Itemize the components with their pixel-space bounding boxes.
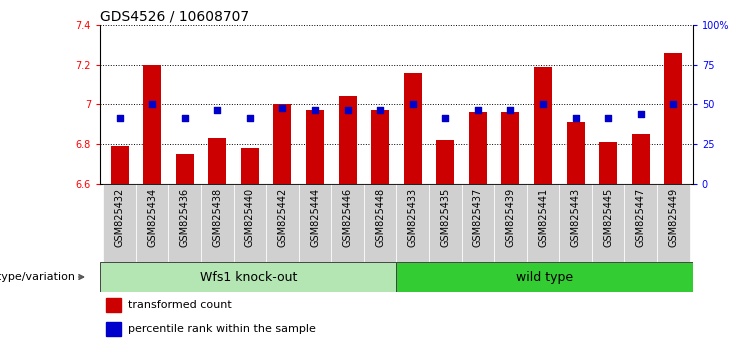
Bar: [106, 298, 121, 312]
Point: [439, 115, 451, 121]
Point: [179, 115, 190, 121]
Text: GSM825442: GSM825442: [277, 188, 288, 247]
Point: [505, 108, 516, 113]
Text: GSM825441: GSM825441: [538, 188, 548, 247]
Bar: [233, 184, 266, 262]
Point: [146, 102, 158, 107]
Text: GSM825444: GSM825444: [310, 188, 320, 247]
Bar: [404, 73, 422, 184]
Bar: [625, 184, 657, 262]
Text: GSM825432: GSM825432: [115, 188, 124, 247]
Point: [537, 102, 549, 107]
Text: transformed count: transformed count: [128, 300, 232, 310]
Bar: [665, 53, 682, 184]
Bar: [396, 262, 693, 292]
Bar: [106, 322, 121, 336]
Text: GSM825436: GSM825436: [180, 188, 190, 247]
Point: [276, 105, 288, 111]
Text: GSM825433: GSM825433: [408, 188, 418, 247]
Point: [113, 115, 125, 121]
Bar: [657, 184, 690, 262]
Bar: [339, 97, 356, 184]
Bar: [534, 67, 552, 184]
Point: [342, 108, 353, 113]
Text: GSM825437: GSM825437: [473, 188, 483, 247]
Bar: [241, 148, 259, 184]
Text: GSM825435: GSM825435: [440, 188, 451, 247]
Bar: [273, 104, 291, 184]
Text: Wfs1 knock-out: Wfs1 knock-out: [199, 270, 297, 284]
Text: GSM825445: GSM825445: [603, 188, 613, 247]
Bar: [103, 184, 136, 262]
Bar: [168, 184, 201, 262]
Text: GSM825443: GSM825443: [571, 188, 581, 247]
Bar: [201, 184, 233, 262]
Bar: [462, 184, 494, 262]
Bar: [592, 184, 625, 262]
Bar: [632, 134, 650, 184]
Text: GSM825439: GSM825439: [505, 188, 516, 247]
Bar: [436, 140, 454, 184]
Point: [570, 115, 582, 121]
Point: [309, 108, 321, 113]
Bar: [136, 184, 168, 262]
Point: [211, 108, 223, 113]
Bar: [559, 184, 592, 262]
Text: GSM825446: GSM825446: [342, 188, 353, 247]
Bar: [266, 184, 299, 262]
Bar: [502, 113, 519, 184]
Bar: [306, 110, 324, 184]
Bar: [208, 138, 226, 184]
Text: percentile rank within the sample: percentile rank within the sample: [128, 324, 316, 334]
Bar: [143, 65, 161, 184]
Bar: [176, 154, 193, 184]
Point: [602, 115, 614, 121]
Bar: [110, 146, 128, 184]
Point: [668, 102, 679, 107]
Bar: [100, 262, 396, 292]
Text: wild type: wild type: [516, 270, 574, 284]
Bar: [567, 122, 585, 184]
Bar: [599, 142, 617, 184]
Point: [374, 108, 386, 113]
Bar: [527, 184, 559, 262]
Point: [635, 112, 647, 117]
Text: GSM825449: GSM825449: [668, 188, 678, 247]
Text: GSM825434: GSM825434: [147, 188, 157, 247]
Bar: [396, 184, 429, 262]
Bar: [371, 110, 389, 184]
Point: [244, 115, 256, 121]
Bar: [469, 113, 487, 184]
Text: GSM825438: GSM825438: [212, 188, 222, 247]
Point: [407, 102, 419, 107]
Bar: [494, 184, 527, 262]
Bar: [331, 184, 364, 262]
Bar: [364, 184, 396, 262]
Text: genotype/variation: genotype/variation: [0, 272, 75, 282]
Text: GSM825440: GSM825440: [245, 188, 255, 247]
Text: GSM825448: GSM825448: [375, 188, 385, 247]
Text: GSM825447: GSM825447: [636, 188, 645, 247]
Bar: [299, 184, 331, 262]
Bar: [429, 184, 462, 262]
Point: [472, 108, 484, 113]
Text: GDS4526 / 10608707: GDS4526 / 10608707: [100, 10, 249, 24]
